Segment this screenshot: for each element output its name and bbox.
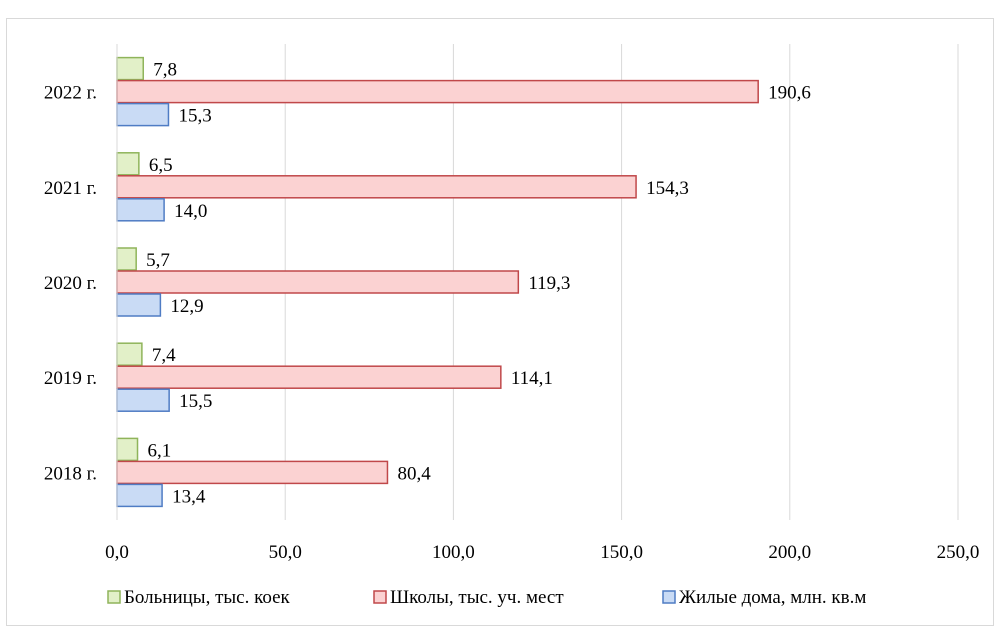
- bar: [116, 483, 163, 508]
- data-label: 154,3: [646, 178, 689, 199]
- data-label: 12,9: [170, 296, 203, 317]
- x-axis-ticks: 0,0 50,0 100,0 150,0 200,0 250,0: [105, 542, 979, 563]
- x-tick-label: 50,0: [269, 542, 302, 563]
- bar: [116, 175, 637, 199]
- legend-label: Больницы, тыс. коек: [124, 587, 291, 608]
- x-tick-label: 0,0: [105, 542, 129, 563]
- legend-label: Жилые дома, млн. кв.м: [679, 587, 866, 608]
- data-label: 15,5: [179, 391, 212, 412]
- data-label: 7,8: [153, 60, 177, 81]
- x-tick-label: 150,0: [600, 542, 643, 563]
- x-tick-label: 100,0: [432, 542, 475, 563]
- bar: [116, 388, 170, 412]
- bar: [116, 152, 140, 176]
- category-label: 2022 г.: [44, 83, 97, 104]
- category-labels: 2018 г. 2019 г. 2020 г. 2021 г. 2022 г.: [44, 83, 97, 485]
- data-label: 80,4: [397, 463, 431, 484]
- data-label: 190,6: [768, 83, 811, 104]
- x-tick-label: 200,0: [768, 542, 811, 563]
- category-label: 2021 г.: [44, 178, 97, 199]
- bar: [116, 293, 162, 317]
- category-label: 2018 г.: [44, 463, 97, 484]
- chart-frame: [6, 18, 994, 626]
- legend-swatch: [373, 590, 387, 604]
- bar: [116, 365, 502, 389]
- legend-swatch: [662, 590, 676, 604]
- bar: [116, 79, 759, 104]
- legend-swatch: [107, 590, 121, 604]
- bar: [116, 56, 144, 81]
- bar: [116, 102, 170, 127]
- legend-label: Школы, тыс. уч. мест: [390, 587, 564, 608]
- x-tick-label: 250,0: [937, 542, 980, 563]
- bars: [116, 56, 759, 508]
- data-label: 14,0: [174, 201, 207, 222]
- bar: [116, 198, 165, 222]
- bar: [116, 247, 137, 271]
- data-label: 15,3: [178, 106, 211, 127]
- data-label: 13,4: [172, 486, 206, 507]
- bar: [116, 460, 389, 485]
- category-label: 2020 г.: [44, 273, 97, 294]
- data-label: 7,4: [152, 345, 176, 366]
- data-label: 119,3: [528, 273, 570, 294]
- bar: [116, 270, 520, 294]
- legend: Больницы, тыс. коек Школы, тыс. уч. мест Ж…: [107, 587, 866, 608]
- data-labels: 6,1 80,4 13,4 7,4 114,1 15,5 5,7 119,3 12,9 6,5 15…: [146, 60, 811, 508]
- data-label: 6,1: [148, 440, 172, 461]
- data-label: 6,5: [149, 155, 173, 176]
- category-label: 2019 г.: [44, 368, 97, 389]
- bar: [116, 437, 139, 462]
- bar: [116, 342, 143, 366]
- data-label: 5,7: [146, 250, 170, 271]
- data-label: 114,1: [511, 368, 553, 389]
